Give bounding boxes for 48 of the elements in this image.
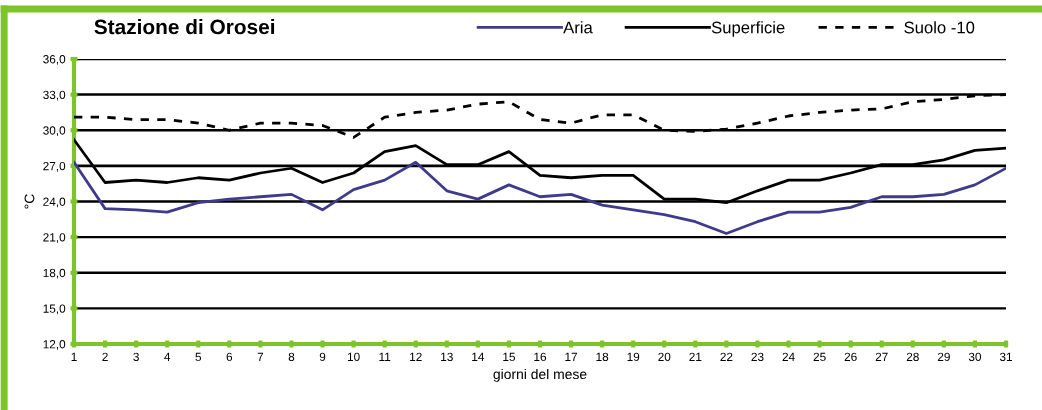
x-tick-label: 25: [813, 352, 826, 361]
y-tick-label: 27,0: [43, 161, 66, 172]
x-tick-label: 19: [627, 352, 640, 361]
x-tick-label: 8: [288, 352, 295, 361]
x-tick-label: 7: [257, 352, 264, 361]
x-tick-label: 21: [689, 352, 702, 361]
x-tick-label: 20: [658, 352, 671, 361]
y-tick-label: 30,0: [43, 126, 66, 137]
x-tick-label: 14: [472, 352, 485, 361]
x-tick-label: 17: [565, 352, 578, 361]
line-series: [74, 160, 1006, 235]
chart-title: Stazione di Orosei: [94, 18, 275, 35]
x-tick-label: 15: [503, 352, 515, 361]
y-tick-label: 36,0: [43, 55, 66, 65]
x-tick-label: 5: [195, 352, 202, 361]
x-tick-label: 28: [906, 352, 919, 361]
legend-label: Aria: [563, 21, 593, 34]
x-tick-label: 13: [441, 352, 453, 361]
y-tick-label: 21,0: [43, 233, 66, 243]
y-tick-label: 15,0: [43, 304, 66, 315]
x-tick-label: 12: [410, 352, 422, 361]
x-tick-label: 26: [844, 352, 857, 361]
x-tick-label: 24: [782, 352, 795, 361]
y-tick-label: 24,0: [43, 197, 66, 208]
y-tick-label: 12,0: [43, 340, 66, 350]
y-tick-label: 33,0: [43, 90, 66, 101]
x-tick-label: 27: [875, 352, 888, 361]
x-tick-label: 31: [999, 352, 1012, 361]
y-axis-title: °C: [24, 194, 35, 209]
x-tick-label: 30: [968, 352, 982, 361]
legend-label: Superficie: [711, 21, 785, 37]
y-tick-label: 18,0: [43, 268, 66, 279]
x-tick-label: 1: [71, 352, 77, 361]
x-tick-label: 11: [379, 352, 391, 361]
x-tick-label: 18: [596, 352, 609, 361]
x-axis-title: giorni del mese: [493, 368, 587, 382]
x-tick-label: 10: [347, 352, 360, 361]
x-tick-label: 9: [319, 352, 326, 361]
x-tick-label: 29: [937, 352, 950, 361]
legend-label: Suolo -10: [904, 21, 975, 34]
x-tick-label: 22: [720, 352, 733, 361]
x-tick-label: 16: [534, 352, 547, 361]
x-tick-label: 2: [102, 352, 108, 361]
x-tick-label: 3: [133, 352, 139, 361]
x-tick-label: 23: [751, 352, 764, 361]
x-tick-label: 4: [164, 352, 171, 361]
line-series: [74, 138, 1006, 205]
x-tick-label: 6: [226, 352, 233, 361]
